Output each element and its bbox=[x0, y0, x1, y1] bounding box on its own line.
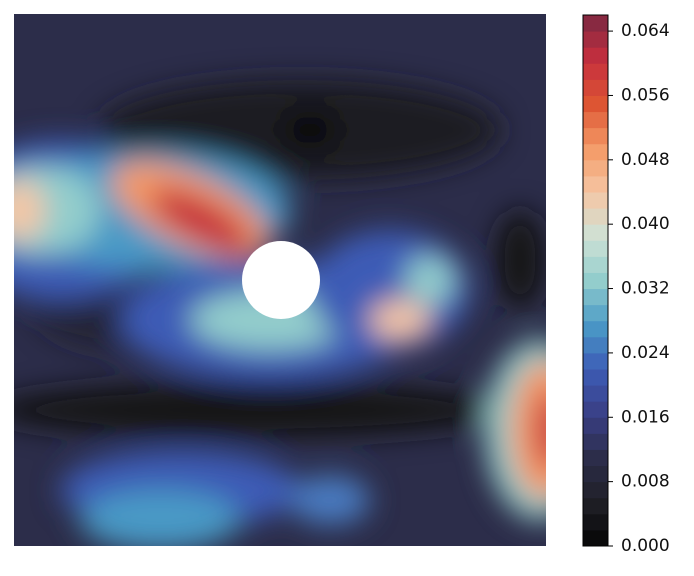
colorbar-band bbox=[583, 352, 608, 370]
colorbar-band bbox=[583, 127, 608, 145]
colorbar-tick-label: 0.008 bbox=[621, 472, 670, 492]
colorbar: 0.000 0.008 0.016 0.024 0.032 0.040 0.048 0.056… bbox=[582, 14, 670, 556]
colorbar-band bbox=[583, 63, 608, 80]
colorbar-band bbox=[583, 256, 608, 273]
colorbar-band bbox=[583, 15, 608, 32]
colorbar-band bbox=[583, 449, 608, 467]
colorbar-tick-label: 0.048 bbox=[621, 150, 670, 170]
colorbar-tick-label: 0.032 bbox=[621, 279, 670, 299]
colorbar-band bbox=[583, 224, 608, 241]
colorbar-band bbox=[583, 143, 608, 161]
colorbar-band bbox=[583, 95, 608, 113]
colorbar-tick-label: 0.000 bbox=[621, 536, 670, 556]
colorbar-band bbox=[583, 320, 608, 338]
colorbar-tick-label: 0.024 bbox=[621, 343, 670, 363]
colorbar-band bbox=[583, 465, 608, 483]
colorbar-band bbox=[583, 529, 608, 547]
colorbar-tick-label: 0.064 bbox=[621, 21, 670, 41]
colorbar-band bbox=[583, 369, 608, 386]
colorbar-band bbox=[583, 481, 608, 499]
colorbar-band bbox=[583, 385, 608, 402]
colorbar-band bbox=[583, 208, 608, 225]
colorbar-band bbox=[583, 47, 608, 64]
colorbar-band bbox=[583, 175, 608, 193]
colorbar-band bbox=[583, 417, 608, 434]
colorbar-band bbox=[583, 79, 608, 96]
colorbar-band bbox=[583, 497, 608, 515]
colorbar-band bbox=[583, 111, 608, 129]
colorbar-band bbox=[583, 304, 608, 322]
colorbar-band bbox=[583, 288, 608, 306]
colorbar-tick-label: 0.056 bbox=[621, 85, 670, 105]
colorbar-tick-label: 0.016 bbox=[621, 407, 670, 427]
colorbar-band bbox=[583, 240, 608, 257]
contour-field bbox=[14, 14, 546, 546]
colorbar-tick-label: 0.040 bbox=[621, 214, 670, 234]
colorbar-band bbox=[583, 272, 608, 290]
colorbar-band bbox=[583, 159, 608, 177]
colorbar-band bbox=[583, 336, 608, 354]
colorbar-band bbox=[583, 513, 608, 531]
colorbar-band bbox=[583, 192, 608, 209]
colorbar-band bbox=[583, 31, 608, 48]
colorbar-band bbox=[583, 433, 608, 450]
colorbar-frame bbox=[582, 14, 609, 547]
colorbar-band bbox=[583, 401, 608, 418]
